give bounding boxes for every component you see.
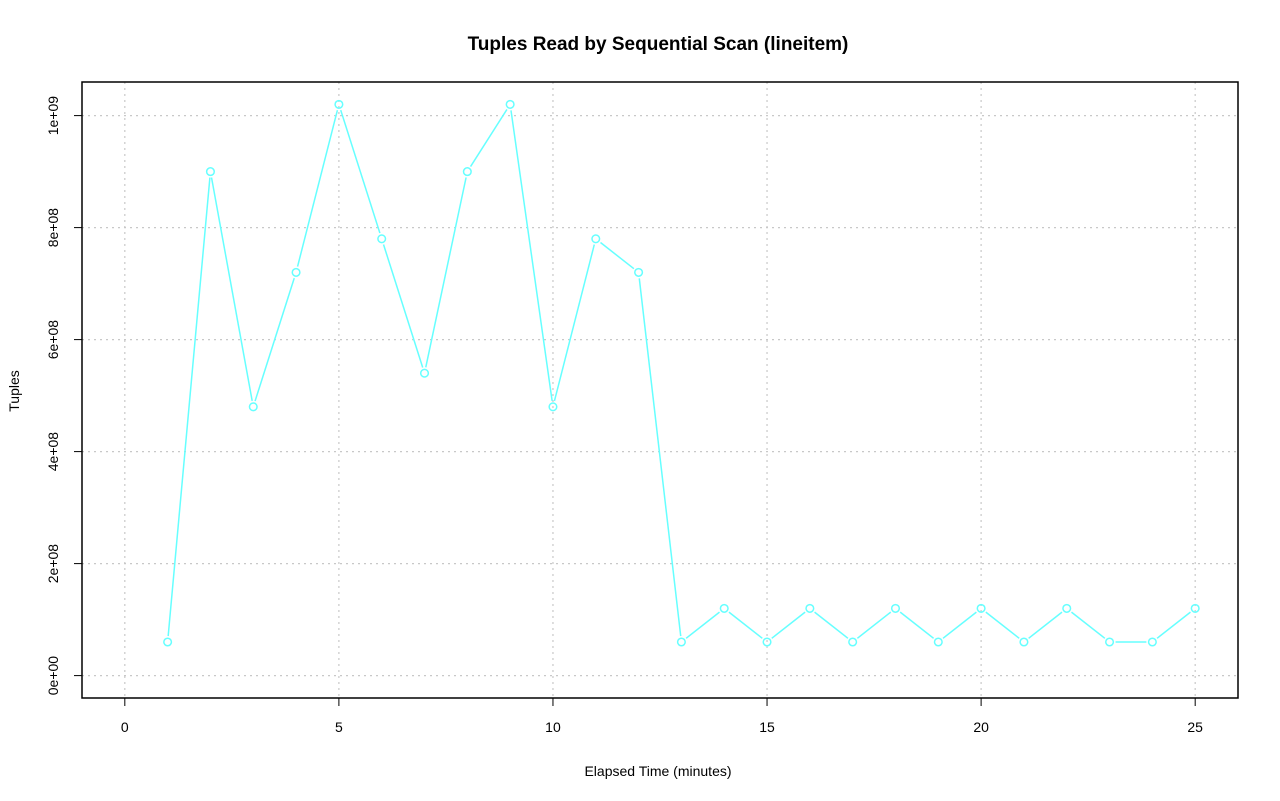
series-line-segment — [814, 611, 849, 639]
series-line-segment — [469, 109, 508, 167]
data-point — [1147, 637, 1157, 647]
series-line-segment — [728, 611, 763, 639]
x-tick-label: 10 — [545, 719, 561, 735]
series-line-segment — [856, 611, 892, 639]
series-line-segment — [685, 611, 720, 639]
x-axis: 0 5 10 15 20 25 — [121, 698, 1203, 735]
x-tick-label: 20 — [973, 719, 989, 735]
y-axis: 0e+00 2e+08 4e+08 6e+08 8e+08 1e+09 — [45, 96, 82, 696]
series-line-segment — [553, 244, 596, 402]
data-point — [890, 603, 901, 613]
y-tick-label: 6e+08 — [45, 320, 61, 360]
data-point — [163, 637, 173, 647]
series-line-segment — [899, 611, 935, 639]
data-point — [848, 637, 858, 647]
data-point — [805, 603, 815, 613]
data-point — [634, 267, 644, 277]
data-point — [1190, 603, 1200, 613]
x-tick-label: 15 — [759, 719, 775, 735]
data-point — [976, 603, 986, 613]
y-tick-label: 1e+09 — [45, 96, 61, 136]
data-point — [719, 603, 729, 613]
series-line-segment — [425, 177, 467, 368]
series-line-segment — [942, 611, 977, 639]
data-point — [933, 637, 943, 647]
series-line-segment — [771, 611, 806, 639]
data-point — [377, 234, 387, 244]
series-line-segment — [1156, 611, 1191, 639]
data-point — [205, 167, 215, 177]
x-tick-label: 5 — [335, 719, 343, 735]
series-line-segment — [254, 277, 295, 402]
chart-title: Tuples Read by Sequential Scan (lineitem… — [468, 34, 849, 55]
series-line-segment — [600, 241, 635, 270]
series-line-segment — [510, 110, 553, 401]
data-point — [591, 234, 601, 244]
x-tick-label: 0 — [121, 719, 129, 735]
y-tick-label: 8e+08 — [45, 208, 61, 248]
data-point — [1062, 603, 1072, 613]
data-point — [548, 402, 558, 412]
y-axis-label: Tuples — [6, 370, 22, 412]
series-line-segment — [296, 110, 339, 267]
y-tick-label: 0e+00 — [45, 656, 61, 696]
series-line-segment — [339, 109, 381, 234]
series-line-segment — [382, 244, 424, 368]
series-line-segment — [638, 278, 682, 637]
data-point — [505, 99, 515, 109]
x-axis-label: Elapsed Time (minutes) — [584, 763, 731, 779]
data-point — [291, 267, 301, 277]
data-point — [248, 402, 258, 412]
y-tick-label: 4e+08 — [45, 432, 61, 472]
series-layer — [163, 99, 1200, 647]
data-point — [1105, 637, 1115, 647]
series-line-segment — [167, 177, 211, 637]
plot-frame — [81, 81, 1239, 699]
series-line-segment — [210, 177, 253, 402]
x-tick-label: 25 — [1187, 719, 1203, 735]
series-line-segment — [1070, 611, 1106, 639]
data-point — [762, 637, 772, 647]
data-point — [334, 99, 344, 109]
data-point — [462, 167, 472, 177]
series-line-segment — [1028, 611, 1063, 639]
series-line-segment — [985, 611, 1020, 639]
data-point — [419, 368, 430, 378]
data-point — [676, 637, 686, 647]
data-point — [1019, 637, 1029, 647]
y-tick-label: 2e+08 — [45, 544, 61, 584]
